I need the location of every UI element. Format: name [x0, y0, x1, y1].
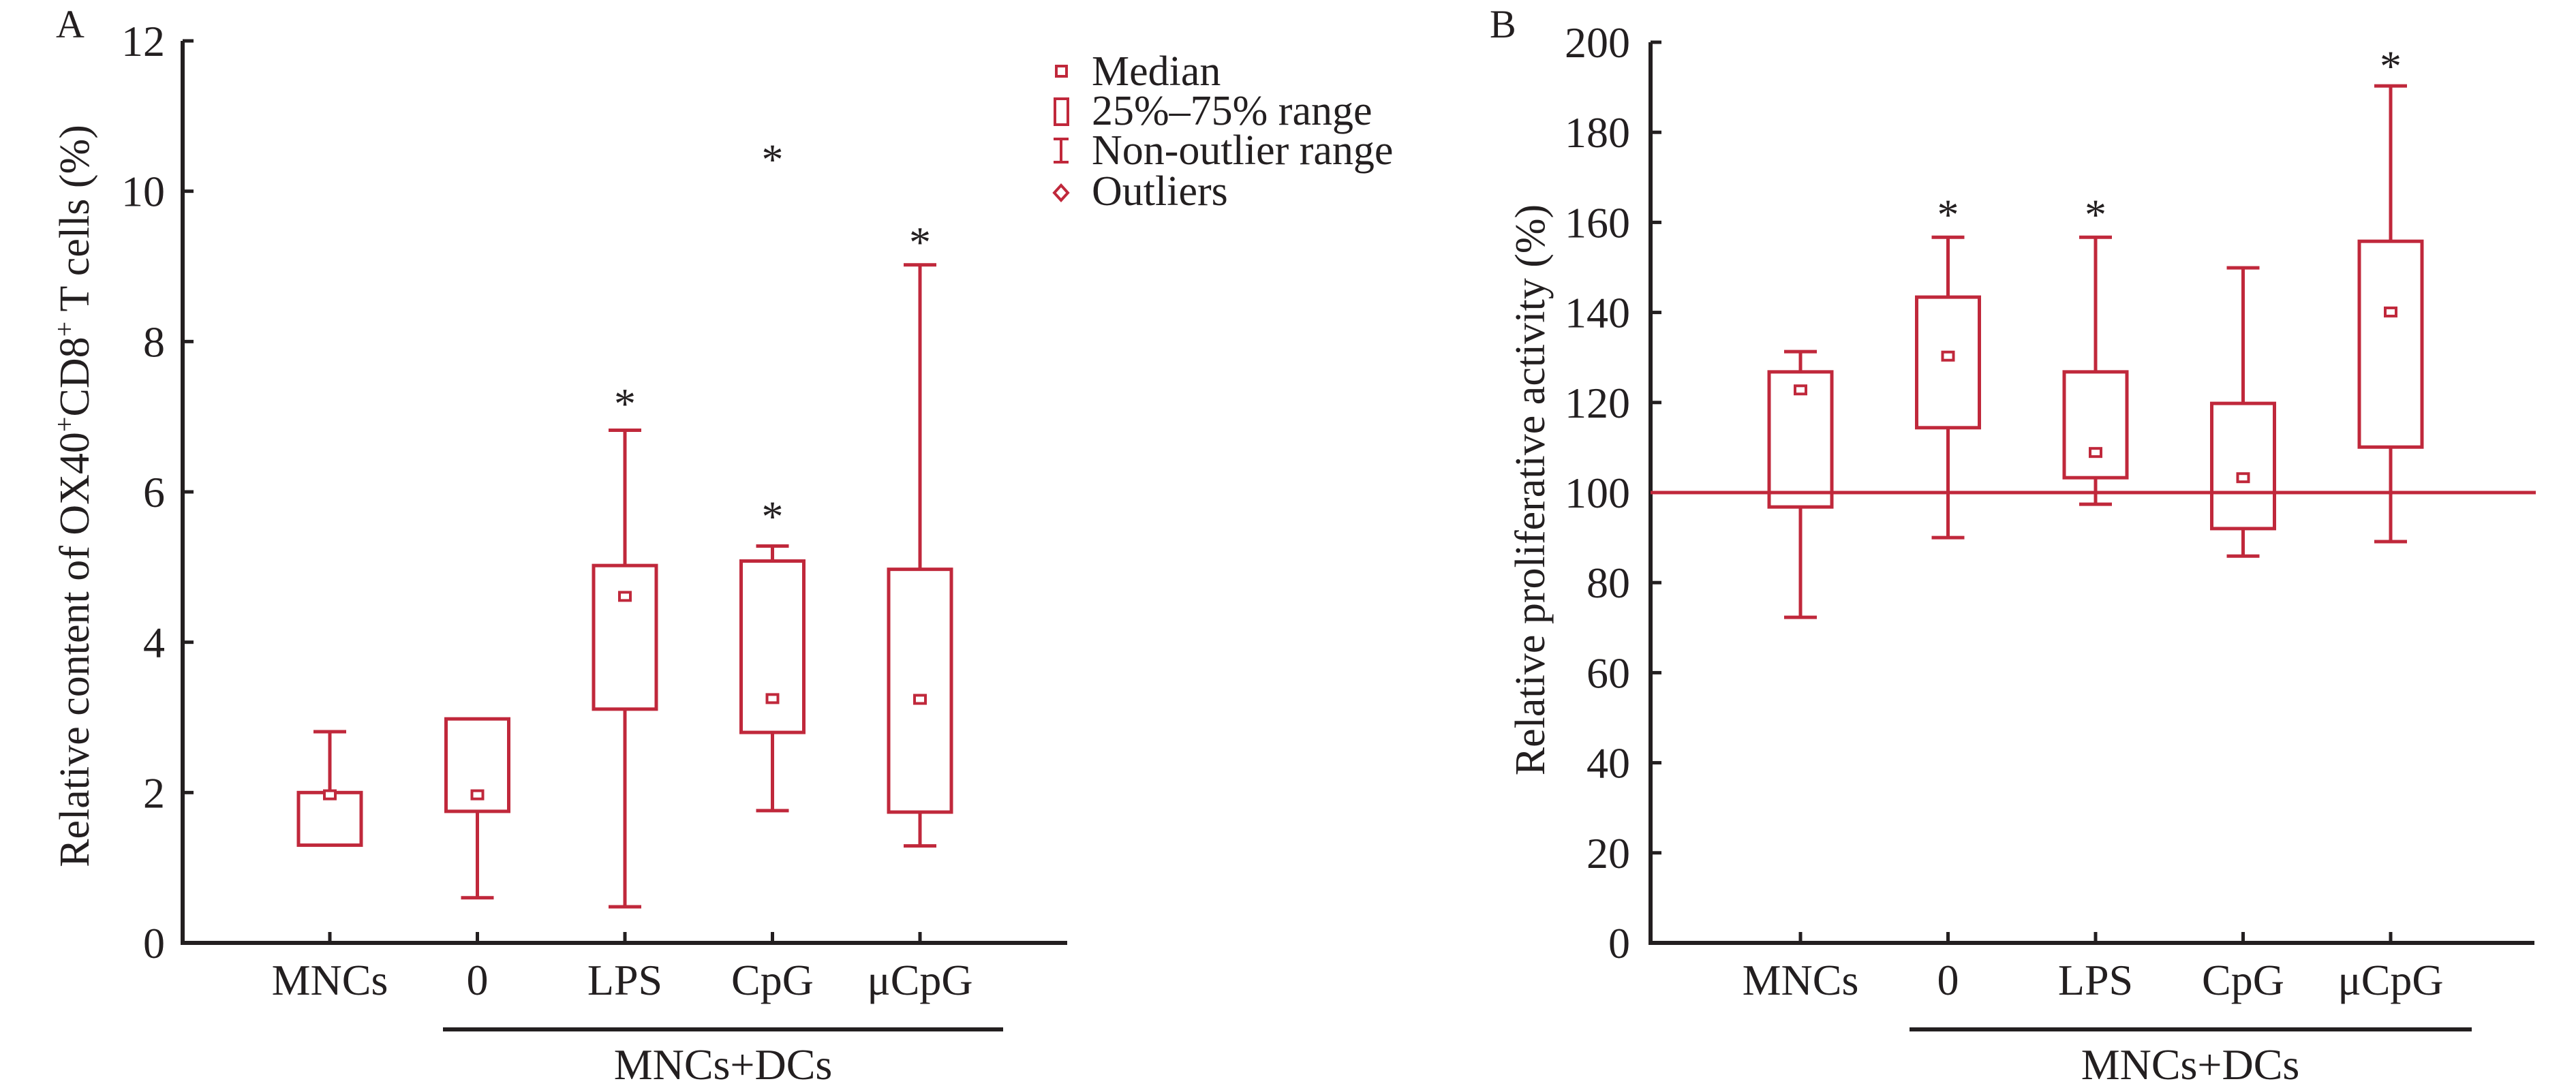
legend: Median 25%–75% range Non-outlier range O… [1052, 48, 1393, 215]
legend-label-range: Non-outlier range [1092, 127, 1393, 174]
significance-star: * [762, 136, 784, 184]
significance-star: * [909, 218, 931, 266]
panel-label-b: B [1490, 2, 1516, 46]
median-marker [323, 789, 337, 801]
y-axis-title-a-part3: T cells (%) [52, 125, 98, 322]
median-marker [1794, 384, 1807, 396]
x-tick-label-a: MNCs [272, 956, 388, 1004]
y-axis-title-a-part2: CD8 [52, 337, 98, 416]
median-marker [2384, 306, 2397, 317]
box-group-b: * [2357, 42, 2424, 544]
y-tick-label-a: 4 [143, 619, 165, 667]
box-group-a: * [592, 379, 658, 909]
diamond-icon [1052, 183, 1070, 202]
box-icon [1054, 97, 1069, 126]
boxes-a: **** [296, 136, 953, 909]
y-axis-title-a-sup2: + [49, 322, 80, 337]
iqr-box [444, 717, 510, 813]
x-tick-label-a: LPS [587, 956, 662, 1004]
median-marker [2089, 447, 2102, 458]
legend-item-range: Non-outlier range [1054, 127, 1393, 174]
x-tick-label-a: CpG [731, 956, 814, 1004]
iqr-box [2210, 401, 2276, 531]
panel-b: B Relative proliferative activity (%) 0 2… [1490, 2, 2536, 1088]
y-tick-label-b: 20 [1586, 829, 1630, 877]
x-tick-label-b: 0 [1937, 956, 1959, 1004]
x-tick-label-b: CpG [2202, 956, 2284, 1004]
y-tick-label-b: 180 [1565, 108, 1630, 157]
iqr-box [1915, 295, 1981, 430]
median-marker [2236, 472, 2250, 484]
panel-label-a: A [56, 2, 85, 46]
x-tick-label-b: MNCs [1743, 956, 1859, 1004]
y-tick-label-a: 8 [143, 317, 165, 366]
significance-star: * [2085, 191, 2106, 239]
y-tick-label-b: 60 [1586, 649, 1630, 697]
y-axis-title-a-sup1: + [49, 417, 80, 433]
median-marker [913, 694, 927, 705]
median-marker [765, 693, 780, 704]
y-tick-label-a: 0 [143, 919, 165, 967]
box-group-a [444, 717, 510, 900]
significance-star: * [614, 379, 636, 428]
median-marker [1941, 350, 1955, 362]
iqr-box [592, 563, 658, 711]
y-tick-label-b: 120 [1565, 379, 1630, 427]
box-group-a: ** [739, 136, 806, 813]
y-tick-label-b: 200 [1565, 18, 1630, 67]
box-group-b: * [2062, 191, 2129, 506]
legend-label-outliers: Outliers [1092, 168, 1228, 215]
whisker-icon [1054, 138, 1069, 164]
y-tick-label-a: 6 [143, 468, 165, 516]
y-tick-label-b: 0 [1608, 919, 1630, 967]
significance-star: * [2380, 42, 2402, 90]
significance-star: * [762, 493, 784, 541]
boxes-b: * * * [1767, 42, 2424, 619]
group-label-a: MNCs+DCs [614, 1040, 833, 1088]
x-tick-label-b: LPS [2058, 956, 2133, 1004]
small-square-icon [1055, 65, 1068, 78]
box-group-b [1767, 349, 1834, 619]
legend-item-outliers: Outliers [1052, 168, 1228, 215]
legend-label-median: Median [1092, 48, 1221, 95]
y-tick-label-b: 140 [1565, 289, 1630, 337]
iqr-box [1767, 370, 1834, 509]
y-tick-label-a: 2 [143, 768, 165, 817]
x-tick-label-a: 0 [467, 956, 489, 1004]
y-tick-label-a: 10 [121, 168, 165, 216]
y-tick-label-b: 40 [1586, 739, 1630, 788]
axes-a: 0 2 4 6 8 10 12 MNCs 0 LPS CpG μCpG [121, 17, 1067, 1004]
significance-star: * [1937, 191, 1959, 239]
iqr-box [887, 568, 953, 814]
median-marker [470, 789, 485, 801]
iqr-box [2357, 239, 2424, 449]
y-axis-title-a-part1: Relative content of OX40 [52, 432, 98, 867]
iqr-box [2062, 370, 2129, 480]
group-label-b: MNCs+DCs [2081, 1040, 2300, 1088]
legend-item-median: Median [1055, 48, 1221, 95]
y-axis-title-a: Relative content of OX40+CD8+ T cells (%… [49, 125, 98, 867]
y-axis-title-b: Relative proliferative activity (%) [1507, 204, 1554, 775]
iqr-box [296, 790, 363, 848]
legend-label-iqr: 25%–75% range [1092, 88, 1372, 134]
panel-a: A Relative content of OX40+CD8+ T cells … [49, 2, 1067, 1088]
box-group-b [2210, 266, 2276, 558]
iqr-box [739, 559, 806, 734]
axes-b: 0 20 40 60 80 100 120 140 160 180 200 MNCs 0 LPS CpG μC… [1565, 18, 2534, 1004]
box-group-b: * [1915, 191, 1981, 540]
y-tick-label-a: 12 [121, 17, 165, 65]
x-tick-label-b: μCpG [2337, 956, 2443, 1004]
legend-item-iqr: 25%–75% range [1054, 88, 1372, 134]
y-tick-label-b: 100 [1565, 469, 1630, 517]
x-tick-label-a: μCpG [867, 956, 972, 1004]
y-tick-label-b: 80 [1586, 559, 1630, 607]
box-group-a: * [887, 218, 953, 848]
median-marker [618, 591, 632, 602]
y-tick-label-b: 160 [1565, 198, 1630, 247]
box-group-a [296, 730, 363, 848]
